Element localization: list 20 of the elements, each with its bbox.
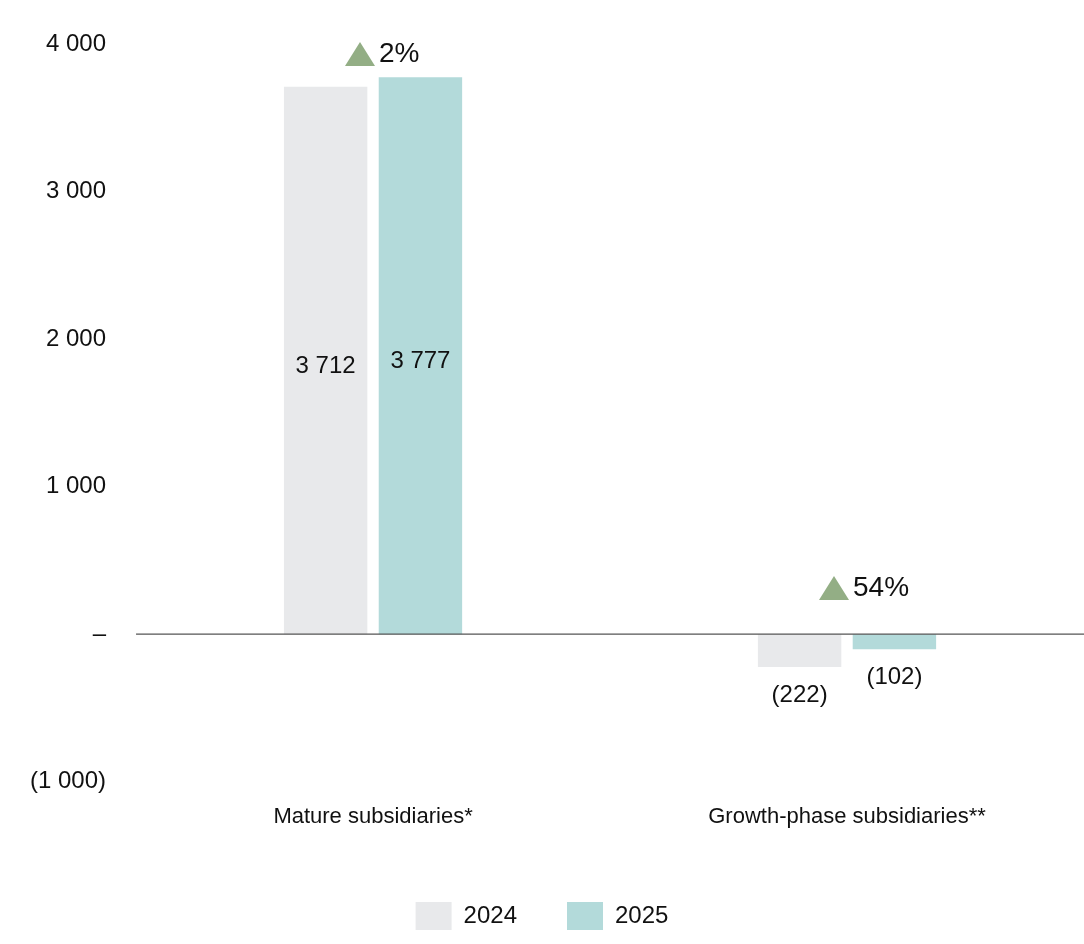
annotation: 2%	[379, 37, 420, 69]
x-tick-label: Mature subsidiaries*	[273, 802, 474, 828]
legend-label: 2024	[463, 900, 517, 928]
annotation: 54%	[853, 570, 910, 602]
data-label: (102)	[866, 661, 923, 689]
y-tick-label: (1 000)	[30, 766, 107, 794]
bar	[283, 86, 368, 635]
data-label: 3 777	[390, 346, 451, 374]
bar	[378, 77, 463, 635]
y-tick-label: 4 000	[45, 29, 107, 57]
y-tick-label: 1 000	[45, 471, 107, 499]
data-label: (222)	[771, 679, 828, 707]
y-tick-label: –	[92, 618, 107, 646]
y-tick-label: 3 000	[45, 176, 107, 204]
bar	[852, 634, 937, 650]
legend-label: 2025	[615, 900, 669, 928]
bar	[757, 634, 842, 667]
x-tick-label: Growth-phase subsidiaries**	[708, 802, 987, 828]
y-tick-label: 2 000	[45, 323, 107, 351]
data-label: 3 712	[295, 351, 356, 379]
